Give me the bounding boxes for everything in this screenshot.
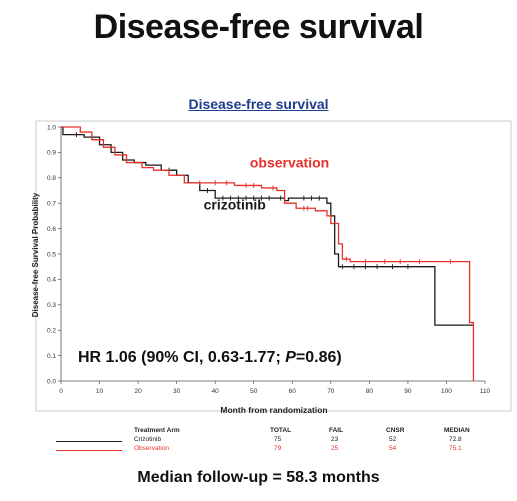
x-tick-label: 0 bbox=[59, 388, 63, 395]
header-arm: Treatment Arm bbox=[134, 427, 180, 434]
curves bbox=[61, 126, 475, 381]
x-tick-label: 60 bbox=[289, 388, 297, 395]
x-tick-label: 80 bbox=[366, 388, 374, 395]
x-tick-label: 90 bbox=[404, 388, 412, 395]
arm-crizotinib: Crizotinib bbox=[134, 436, 162, 443]
header-median: MEDIAN bbox=[444, 427, 470, 434]
arm-observation: Observation bbox=[134, 445, 170, 452]
hr-text-tail: =0.86) bbox=[296, 349, 342, 366]
x-tick-label: 20 bbox=[134, 388, 142, 395]
header-fail: FAIL bbox=[329, 427, 344, 434]
risk-table-row-crizotinib: Crizotinib 75 23 52 72.8 bbox=[52, 436, 512, 445]
x-axis-label: Month from randomization bbox=[220, 405, 327, 415]
median-observation: 75.1 bbox=[449, 445, 462, 452]
header-total: TOTAL bbox=[270, 427, 292, 434]
hr-text-p: P bbox=[285, 349, 296, 366]
legend-line-crizotinib bbox=[56, 441, 122, 442]
y-tick-label: 0.0 bbox=[47, 378, 56, 385]
y-tick-label: 0.3 bbox=[47, 302, 56, 309]
slide-title: Disease-free survival bbox=[93, 8, 424, 46]
plot-frame bbox=[35, 120, 512, 412]
y-axis-label: Disease-free Survival Probability bbox=[31, 192, 40, 317]
y-tick-label: 0.6 bbox=[47, 226, 56, 233]
x-tick-label: 100 bbox=[441, 388, 452, 395]
y-tick-label: 0.2 bbox=[47, 328, 56, 335]
fail-crizotinib: 23 bbox=[331, 436, 339, 443]
median-crizotinib: 72.8 bbox=[449, 436, 462, 443]
x-tick-label: 40 bbox=[212, 388, 220, 395]
risk-table-header: Treatment Arm TOTAL FAIL CNSR MEDIAN bbox=[52, 427, 512, 436]
chart-title: Disease-free survival bbox=[188, 96, 329, 112]
legend-line-observation bbox=[56, 450, 122, 451]
y-tick-label: 0.9 bbox=[47, 150, 56, 157]
x-tick-label: 30 bbox=[173, 388, 181, 395]
y-tick-label: 0.5 bbox=[47, 251, 56, 258]
fail-observation: 25 bbox=[331, 445, 339, 452]
axes: 0 10 20 30 40 50 60 70 80 90 100 110 0.0 0.1 0.2 0.3 0.4… bbox=[47, 124, 491, 395]
km-chart: 0 10 20 30 40 50 60 70 80 90 100 110 0.0 0.1 0.2 0.3 0.4… bbox=[31, 120, 512, 415]
series-labels: observation crizotinib bbox=[204, 155, 330, 213]
hr-text-main: HR 1.06 (90% CI, 0.63-1.77; bbox=[78, 349, 285, 366]
header-cnsr: CNSR bbox=[386, 427, 405, 434]
hr-annotation: HR 1.06 (90% CI, 0.63-1.77; P=0.86) bbox=[78, 349, 342, 366]
risk-table-row-observation: Observation 79 25 54 75.1 bbox=[52, 445, 512, 454]
risk-table: Treatment Arm TOTAL FAIL CNSR MEDIAN Cri… bbox=[52, 427, 512, 454]
y-tick-label: 0.4 bbox=[47, 277, 56, 284]
x-tick-label: 50 bbox=[250, 388, 258, 395]
total-crizotinib: 75 bbox=[274, 436, 282, 443]
x-tick-label: 10 bbox=[96, 388, 104, 395]
km-curve-observation bbox=[61, 126, 475, 381]
y-tick-label: 0.8 bbox=[47, 175, 56, 182]
y-tick-label: 1.0 bbox=[47, 124, 56, 131]
total-observation: 79 bbox=[274, 445, 282, 452]
series-label-crizotinib: crizotinib bbox=[204, 197, 266, 213]
series-label-observation: observation bbox=[250, 155, 329, 171]
footer-followup: Median follow-up = 58.3 months bbox=[137, 469, 380, 486]
y-tick-label: 0.1 bbox=[47, 353, 56, 360]
cnsr-crizotinib: 52 bbox=[389, 436, 397, 443]
y-tick-label: 0.7 bbox=[47, 201, 56, 208]
km-curve-crizotinib bbox=[61, 126, 474, 326]
x-tick-label: 70 bbox=[327, 388, 335, 395]
x-tick-label: 110 bbox=[480, 388, 491, 395]
cnsr-observation: 54 bbox=[389, 445, 397, 452]
